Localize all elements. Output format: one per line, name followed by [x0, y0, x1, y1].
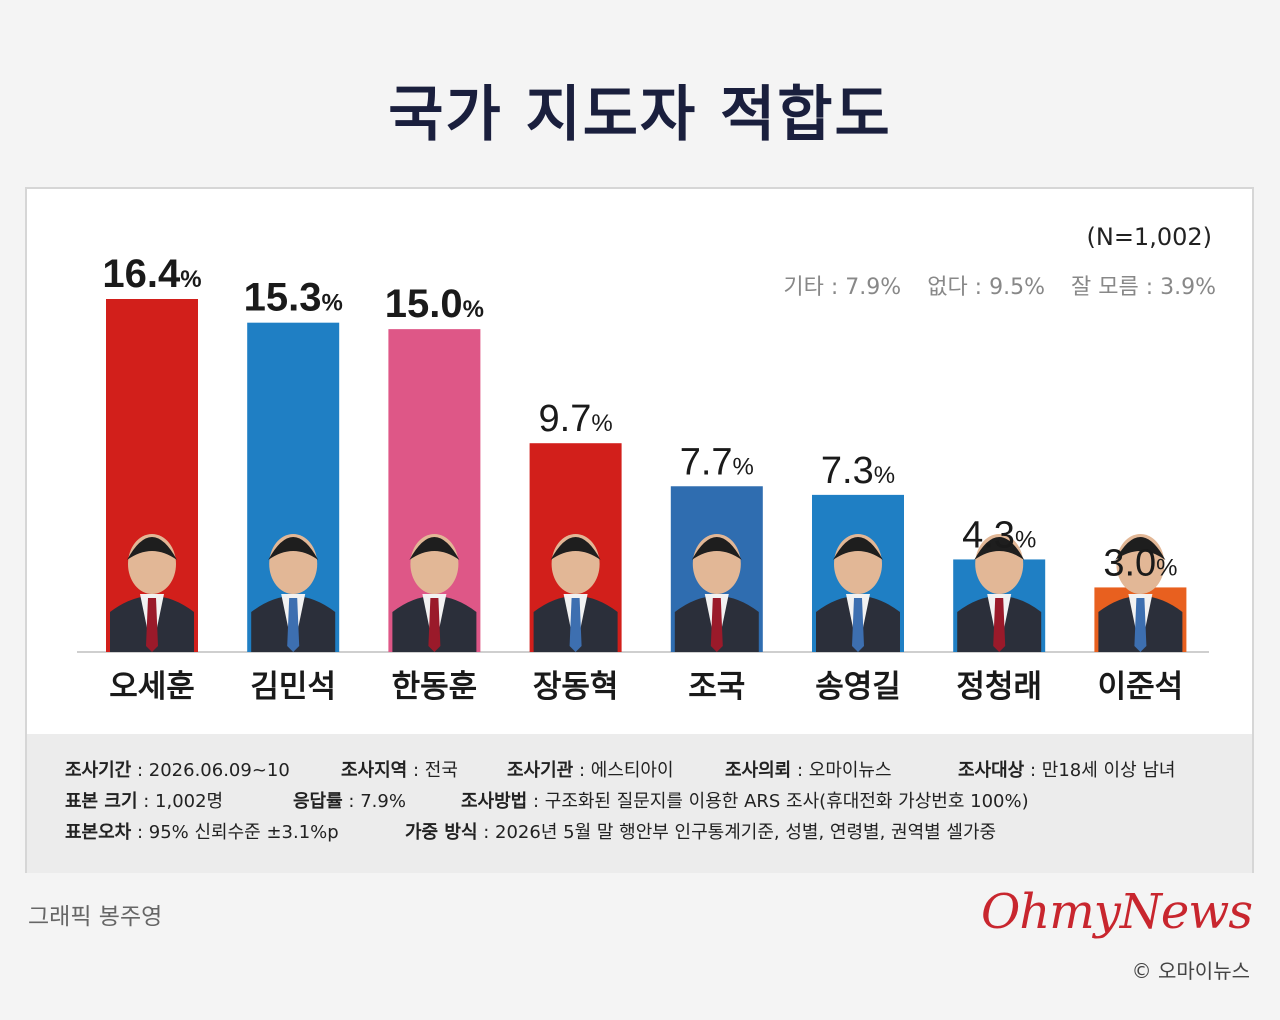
survey-info-row-3: 표본오차 : 95% 신뢰수준 ±3.1%p 가중 방식 : 2026년 5월 …	[65, 818, 1214, 849]
copyright-notice: © 오마이뉴스	[1131, 959, 1250, 983]
category-label-6: 송영길	[815, 669, 901, 705]
portrait-icon	[957, 534, 1042, 652]
category-label-7: 정청래	[956, 669, 1042, 705]
response-rate: 응답률 : 7.9%	[293, 791, 406, 812]
sample-size-label: (N=1,002)	[1086, 223, 1213, 251]
category-label-3: 한동훈	[392, 669, 478, 705]
survey-agency: 조사기관 : 에스티아이	[507, 760, 674, 781]
survey-target: 조사대상 : 만18세 이상 남녀	[958, 760, 1176, 781]
category-label-8: 이준석	[1098, 669, 1184, 705]
value-label-1: 16.4%	[102, 252, 201, 296]
category-label-2: 김민석	[250, 669, 336, 705]
survey-method: 조사방법 : 구조화된 질문지를 이용한 ARS 조사(휴대전화 가상번호 10…	[461, 791, 1029, 812]
category-label-5: 조국	[688, 669, 745, 705]
sampling-error: 표본오차 : 95% 신뢰수준 ±3.1%p	[65, 822, 339, 843]
portrait-icon	[392, 534, 477, 652]
portrait-icon	[674, 534, 759, 652]
graphic-credit: 그래픽 봉주영	[28, 904, 163, 930]
value-label-3: 15.0%	[385, 282, 484, 326]
value-label-7: 4.3%	[962, 514, 1036, 556]
other-responses: 기타 : 7.9% 없다 : 9.5% 잘 모름 : 3.9%	[783, 269, 1216, 301]
other-response-etc: 기타 : 7.9%	[783, 275, 902, 300]
portrait-icon	[533, 534, 618, 652]
ohmynews-logo: OhmyNews	[980, 884, 1253, 940]
portrait-icon	[816, 534, 900, 652]
portrait-icon	[251, 534, 336, 652]
survey-info-row-1: 조사기간 : 2026.06.09~10 조사지역 : 전국 조사기관 : 에스…	[65, 756, 1214, 787]
portrait-icon	[1098, 534, 1183, 652]
survey-client: 조사의뢰 : 오마이뉴스	[725, 760, 892, 781]
survey-region: 조사지역 : 전국	[341, 760, 458, 781]
bar-chart: 16.4% 오세훈 15.3% 김민석 15.0% 한동훈 9.7% 장동혁 7.7% 조국 7.3…	[77, 252, 1209, 705]
survey-info-row-2: 표본 크기 : 1,002명 응답률 : 7.9% 조사방법 : 구조화된 질문…	[65, 787, 1214, 818]
sample-size: 표본 크기 : 1,002명	[65, 791, 224, 812]
survey-info: 조사기간 : 2026.06.09~10 조사지역 : 전국 조사기관 : 에스…	[27, 734, 1252, 873]
category-label-4: 장동혁	[533, 669, 619, 705]
weighting-method: 가중 방식 : 2026년 5월 말 행안부 인구통계기준, 성별, 연령별, …	[405, 822, 997, 843]
other-response-none: 없다 : 9.5%	[927, 275, 1045, 300]
page-title: 국가 지도자 적합도	[388, 80, 892, 150]
survey-period: 조사기간 : 2026.06.09~10	[65, 760, 290, 781]
value-label-2: 15.3%	[244, 276, 343, 320]
category-label-1: 오세훈	[109, 669, 195, 705]
other-response-unknown: 잘 모름 : 3.9%	[1070, 275, 1216, 300]
value-label-5: 7.7%	[680, 441, 754, 483]
value-label-4: 9.7%	[539, 398, 613, 440]
portrait-icon	[110, 534, 194, 652]
chart-panel: (N=1,002) 기타 : 7.9% 없다 : 9.5% 잘 모름 : 3.9…	[25, 187, 1254, 873]
value-label-6: 7.3%	[821, 450, 895, 492]
value-label-8: 3.0%	[1103, 542, 1177, 584]
